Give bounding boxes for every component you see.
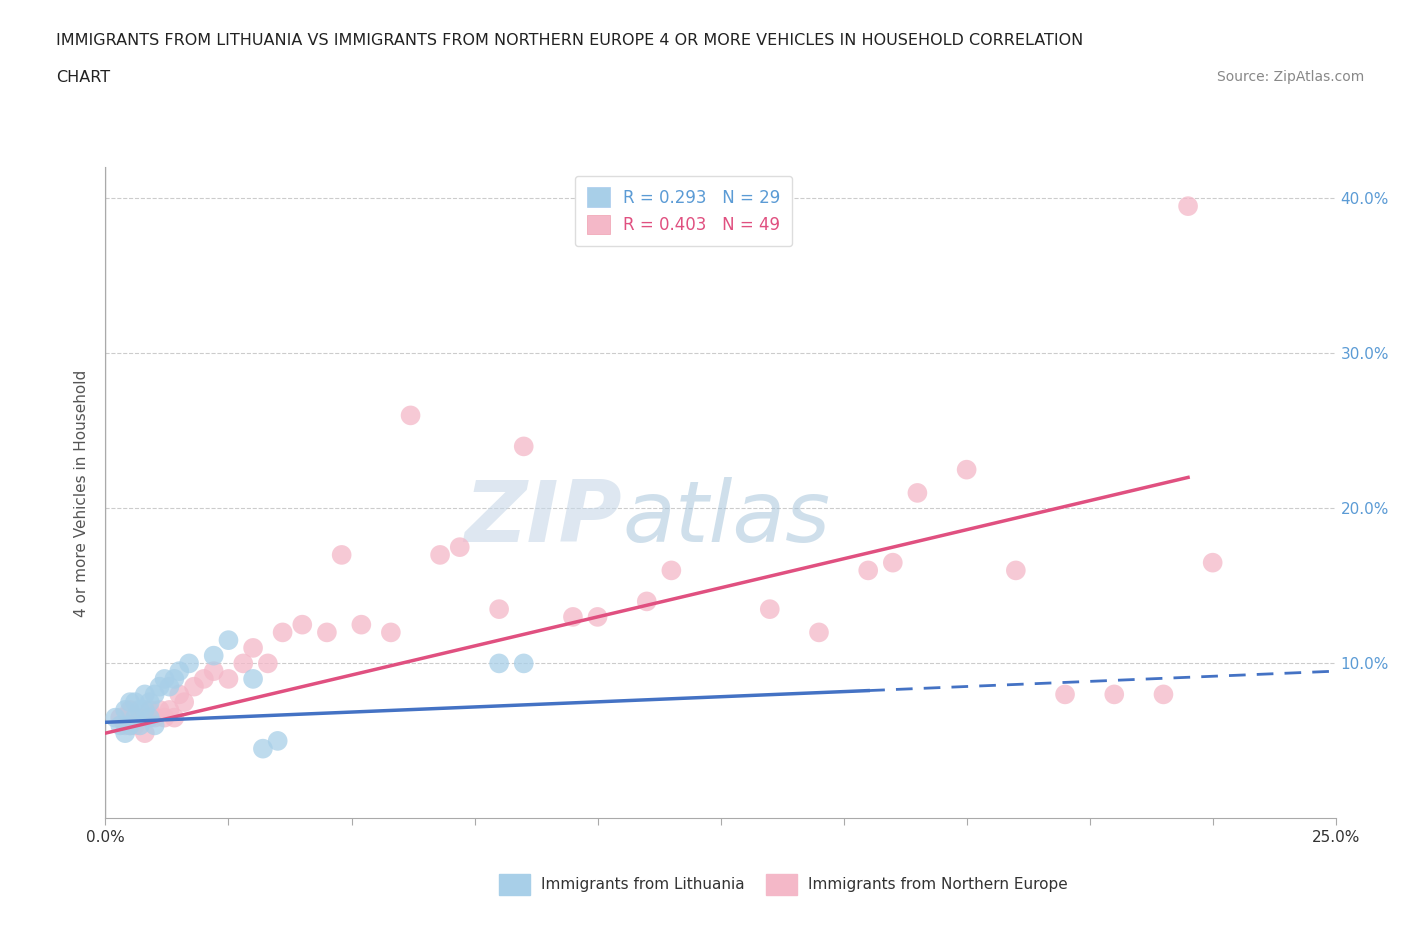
Point (110, 711, 132, 725)
Text: IMMIGRANTS FROM LITHUANIA VS IMMIGRANTS FROM NORTHERN EUROPE 4 OR MORE VEHICLES : IMMIGRANTS FROM LITHUANIA VS IMMIGRANTS … (56, 33, 1084, 47)
Legend: R = 0.293   N = 29, R = 0.403   N = 49: R = 0.293 N = 29, R = 0.403 N = 49 (575, 176, 793, 246)
Text: CHART: CHART (56, 70, 110, 85)
Point (807, 625, 830, 640)
Point (661, 563, 683, 578)
Point (120, 718, 141, 733)
Point (1004, 563, 1026, 578)
Point (1177, 199, 1199, 214)
Point (183, 679, 205, 694)
Point (1153, 687, 1175, 702)
Point (149, 702, 172, 717)
Point (129, 711, 152, 725)
Point (956, 462, 979, 477)
Point (350, 618, 373, 632)
Point (114, 725, 136, 740)
Point (120, 695, 141, 710)
Point (1202, 555, 1225, 570)
Point (138, 695, 162, 710)
Point (110, 718, 132, 733)
Point (218, 671, 240, 686)
Point (202, 648, 225, 663)
Point (163, 671, 186, 686)
Point (143, 687, 166, 702)
Point (163, 711, 186, 725)
Point (257, 656, 280, 671)
Point (636, 594, 658, 609)
Point (271, 625, 294, 640)
Point (232, 656, 254, 671)
Point (1102, 687, 1125, 702)
Point (330, 548, 353, 563)
Point (179, 656, 201, 671)
Point (513, 439, 536, 454)
Point (124, 711, 146, 725)
Point (907, 485, 929, 500)
Point (562, 609, 585, 624)
Point (380, 625, 402, 640)
Point (218, 632, 240, 647)
Point (267, 734, 290, 749)
Point (242, 671, 264, 686)
Point (429, 548, 451, 563)
Point (124, 718, 146, 733)
Point (134, 725, 156, 740)
Point (858, 563, 880, 578)
Point (120, 718, 141, 733)
Point (242, 641, 264, 656)
Text: Source: ZipAtlas.com: Source: ZipAtlas.com (1216, 70, 1364, 84)
Point (291, 618, 314, 632)
Point (129, 718, 152, 733)
Point (449, 539, 471, 554)
Text: ZIP: ZIP (464, 477, 621, 561)
Point (169, 687, 191, 702)
Text: Immigrants from Northern Europe: Immigrants from Northern Europe (808, 877, 1069, 892)
Point (114, 718, 136, 733)
Point (120, 702, 141, 717)
Point (149, 679, 172, 694)
Point (252, 741, 274, 756)
Point (1054, 687, 1077, 702)
Point (315, 625, 337, 640)
Text: Immigrants from Lithuania: Immigrants from Lithuania (541, 877, 745, 892)
Point (759, 602, 782, 617)
Point (159, 679, 180, 694)
Point (153, 671, 176, 686)
Point (169, 664, 191, 679)
Y-axis label: 4 or more Vehicles in Household: 4 or more Vehicles in Household (75, 369, 90, 617)
Point (202, 664, 225, 679)
Point (138, 702, 162, 717)
Point (134, 702, 156, 717)
Point (882, 555, 904, 570)
Point (488, 656, 510, 671)
Point (104, 711, 127, 725)
Point (143, 711, 166, 725)
Point (129, 702, 152, 717)
Point (586, 609, 609, 624)
Point (488, 602, 510, 617)
Point (159, 702, 180, 717)
Point (173, 695, 195, 710)
Point (513, 656, 536, 671)
Point (124, 695, 146, 710)
Point (143, 718, 166, 733)
Point (193, 671, 215, 686)
Point (153, 711, 176, 725)
Point (134, 687, 156, 702)
Text: atlas: atlas (621, 477, 830, 561)
Point (399, 408, 422, 423)
Point (138, 711, 162, 725)
Point (114, 702, 136, 717)
